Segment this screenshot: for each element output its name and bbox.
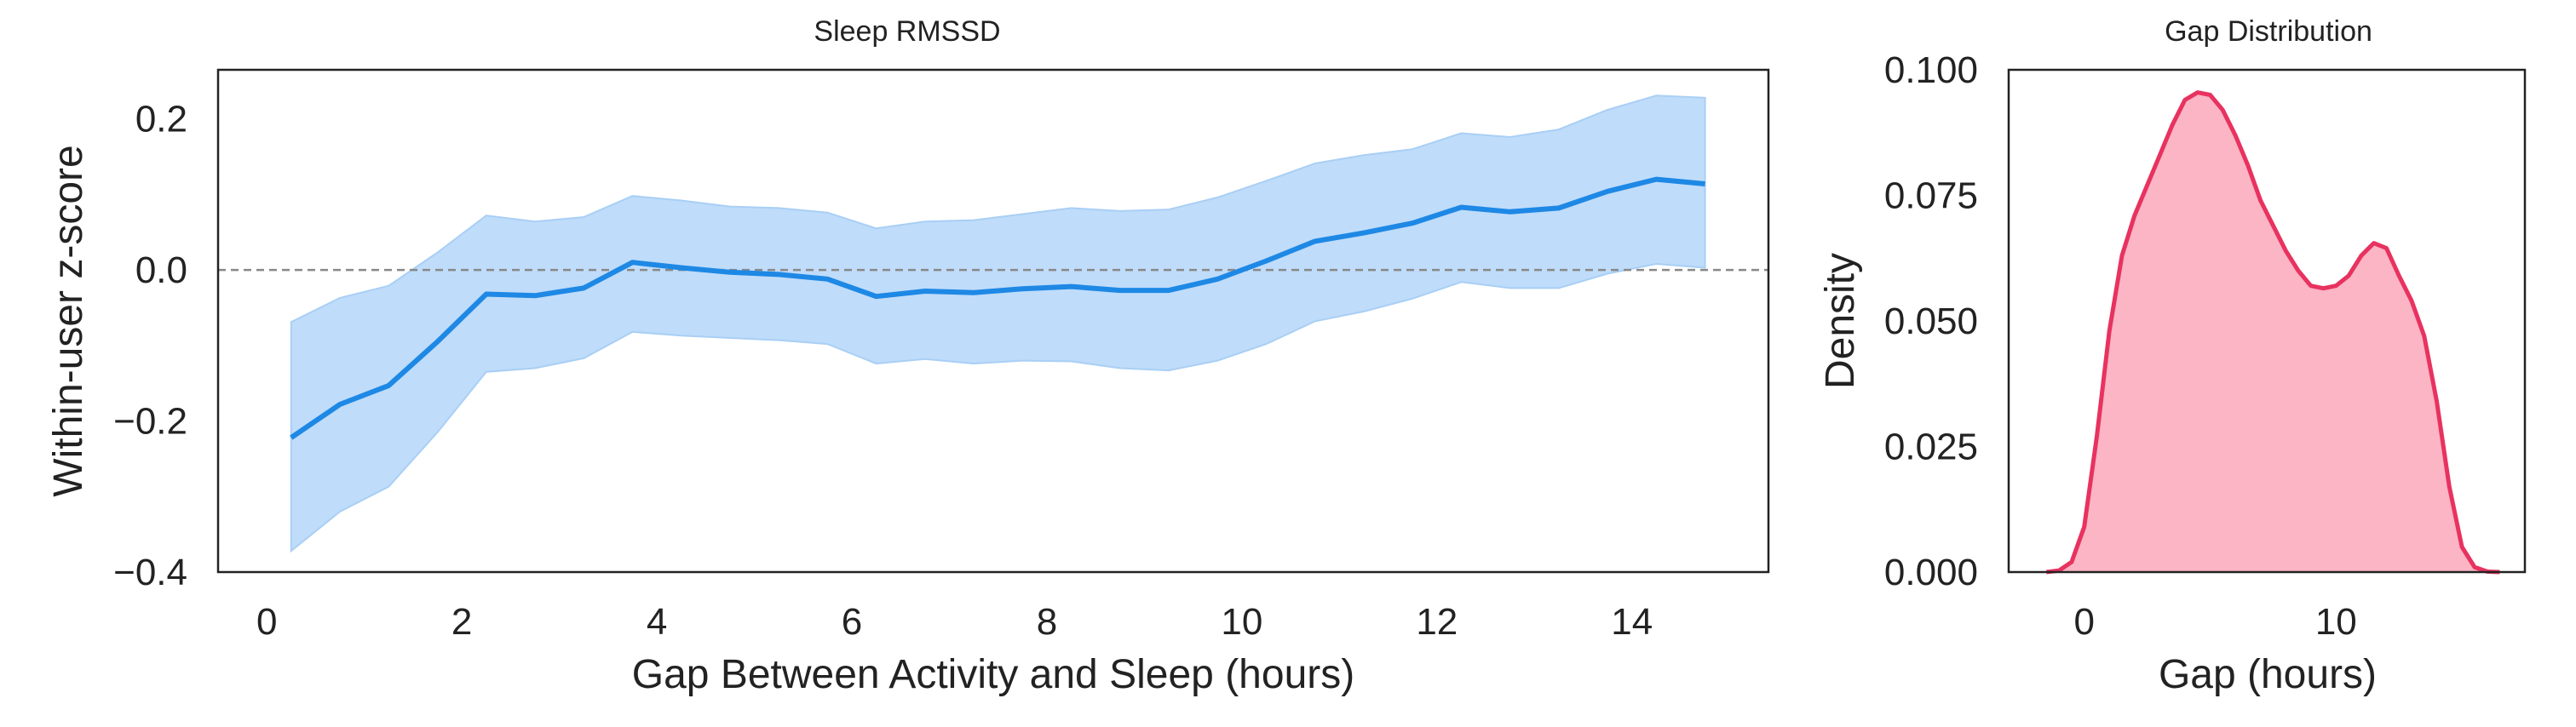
rmssd-x-tick-label: 6 [842, 601, 862, 643]
rmssd-x-tick-label: 2 [451, 601, 472, 643]
gap-distribution-panel: Gap Distribution 0 10 0.000 0.025 0.050 0.07… [1818, 15, 2527, 697]
gap-chart-title: Gap Distribution [2165, 15, 2372, 48]
rmssd-confidence-band [290, 94, 1706, 553]
gap-density-curve [2045, 90, 2500, 575]
gap-density-fill [2046, 92, 2500, 573]
gap-y-tick-label: 0.100 [1884, 49, 1978, 91]
rmssd-plot-area [218, 94, 1768, 553]
rmssd-y-axis-label: Within-user z-score [46, 145, 91, 496]
gap-y-ticks: 0.000 0.025 0.050 0.075 0.100 [1884, 49, 1978, 593]
rmssd-x-tick-label: 14 [1611, 601, 1653, 643]
rmssd-y-tick-label: 0.2 [135, 99, 187, 140]
gap-x-ticks: 0 10 [2073, 601, 2356, 643]
gap-plot-area [2045, 90, 2500, 575]
gap-y-tick-label: 0.025 [1884, 426, 1978, 468]
rmssd-y-tick-label: −0.2 [113, 401, 187, 443]
gap-y-axis-label: Density [1818, 253, 1863, 389]
gap-y-tick-label: 0.000 [1884, 552, 1978, 593]
gap-x-tick-label: 10 [2315, 601, 2357, 643]
rmssd-x-tick-label: 10 [1221, 601, 1262, 643]
rmssd-y-tick-label: −0.4 [113, 552, 187, 593]
gap-plot-frame [2007, 68, 2527, 574]
rmssd-x-axis-label: Gap Between Activity and Sleep (hours) [632, 652, 1354, 697]
rmssd-x-tick-label: 8 [1037, 601, 1057, 643]
rmssd-plot-frame [216, 68, 1770, 574]
rmssd-x-tick-label: 4 [647, 601, 667, 643]
gap-y-tick-label: 0.075 [1884, 175, 1978, 217]
gap-x-axis-label: Gap (hours) [2159, 652, 2377, 697]
rmssd-mean-line [290, 176, 1705, 440]
rmssd-x-tick-label: 0 [256, 601, 277, 643]
rmssd-chart-title: Sleep RMSSD [814, 15, 1000, 48]
gap-y-tick-label: 0.050 [1884, 301, 1978, 342]
rmssd-panel: Sleep RMSSD 0 2 4 6 8 10 12 14 −0.4 −0.2 0.0 0.2 G… [46, 15, 1770, 697]
rmssd-y-tick-label: 0.0 [135, 249, 187, 291]
rmssd-y-ticks: −0.4 −0.2 0.0 0.2 [113, 99, 187, 593]
gap-x-tick-label: 0 [2073, 601, 2094, 643]
rmssd-x-ticks: 0 2 4 6 8 10 12 14 [256, 601, 1653, 643]
rmssd-x-tick-label: 12 [1416, 601, 1458, 643]
